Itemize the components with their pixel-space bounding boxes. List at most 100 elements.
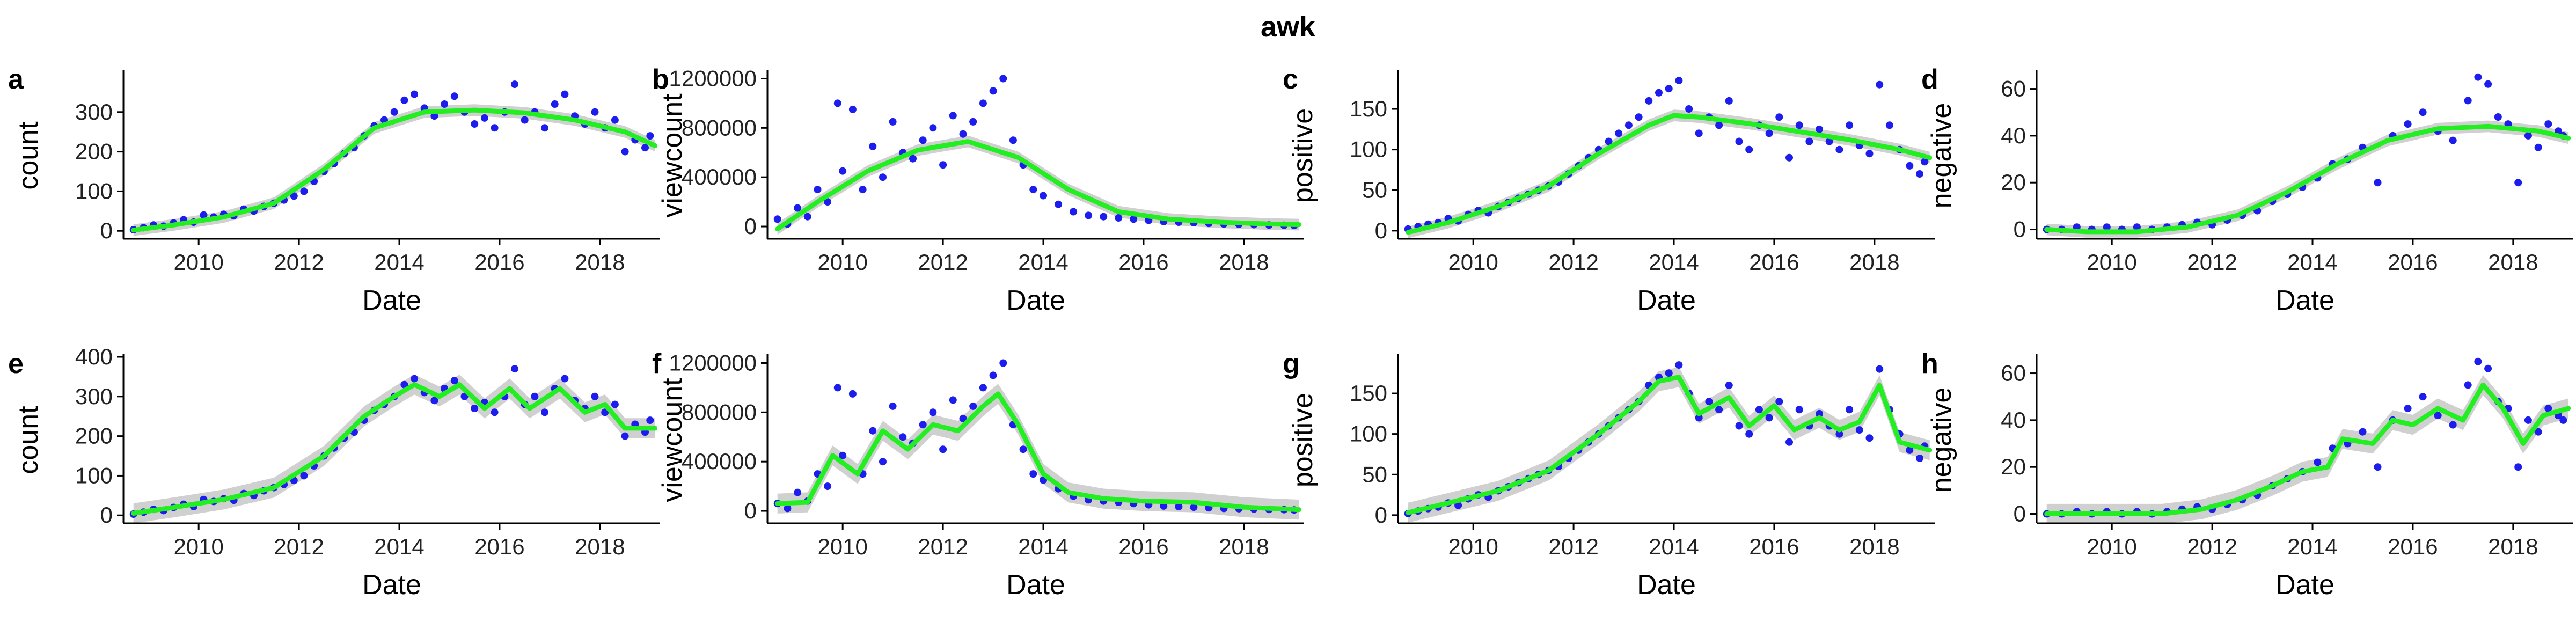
- data-point: [1454, 501, 1462, 509]
- data-point: [999, 75, 1007, 83]
- data-point: [1655, 89, 1663, 97]
- data-point: [1755, 406, 1763, 414]
- y-tick-label: 100: [1350, 421, 1387, 447]
- data-point: [939, 445, 947, 453]
- data-point: [511, 80, 518, 89]
- y-tick-label: 1200000: [669, 65, 757, 91]
- x-tick-label: 2014: [1649, 534, 1699, 559]
- data-point: [929, 124, 937, 132]
- data-point: [999, 359, 1007, 367]
- data-point: [2434, 412, 2442, 420]
- y-tick-label: 200: [75, 139, 113, 164]
- data-point: [1645, 97, 1653, 105]
- x-tick-label: 2018: [2488, 250, 2538, 275]
- data-point: [471, 120, 479, 128]
- data-point: [2524, 416, 2532, 424]
- y-tick-label: 0: [2014, 501, 2026, 526]
- data-point: [859, 186, 867, 194]
- data-point: [541, 124, 548, 132]
- data-point: [2449, 136, 2457, 144]
- fit-line: [775, 139, 1302, 232]
- x-tick-label: 2010: [173, 250, 223, 275]
- data-point: [641, 144, 649, 152]
- x-tick-label: 2016: [1118, 534, 1168, 559]
- x-tick-label: 2016: [1749, 250, 1799, 275]
- data-point: [2474, 73, 2482, 81]
- x-tick-label: 2016: [1118, 250, 1168, 275]
- panel-label: f: [652, 348, 662, 379]
- data-point: [1665, 85, 1673, 93]
- data-point: [919, 421, 927, 429]
- data-point: [969, 118, 977, 126]
- data-point: [879, 458, 887, 466]
- data-point: [1715, 121, 1723, 129]
- data-point: [1029, 186, 1037, 194]
- data-point: [2474, 357, 2482, 365]
- x-tick-label: 2012: [274, 250, 324, 275]
- data-point: [1846, 406, 1854, 414]
- data-point: [300, 187, 308, 195]
- data-point: [480, 114, 488, 122]
- panel-h: h 2010 2012 2014 2016 2018 0 20 40 60 Date negative: [1921, 348, 2573, 601]
- y-tick-label: 40: [2001, 123, 2026, 148]
- data-point: [2464, 381, 2472, 389]
- x-axis-title: Date: [362, 569, 421, 601]
- data-point: [450, 92, 458, 100]
- x-tick-label: 2010: [817, 250, 867, 275]
- data-point: [794, 204, 802, 212]
- data-point: [824, 198, 832, 206]
- data-point: [1735, 422, 1743, 430]
- data-point: [1635, 113, 1643, 121]
- y-tick-label: 0: [1375, 218, 1387, 243]
- panel-b: b 2010 2012 2014 2016 2018 0 400000 800000 120000…: [652, 64, 1304, 316]
- data-point: [2133, 223, 2141, 231]
- panel-f: f 2010 2012 2014 2016 2018 0 400000 800000 120000…: [652, 348, 1304, 601]
- data-point: [561, 90, 569, 98]
- data-point: [824, 482, 832, 491]
- fit-line: [131, 382, 658, 516]
- y-axis-title: viewcount: [657, 93, 688, 218]
- data-point: [1835, 430, 1843, 438]
- data-point: [1795, 121, 1803, 129]
- data-point: [1785, 438, 1793, 446]
- data-point: [1665, 369, 1673, 377]
- data-point: [2464, 97, 2472, 105]
- data-point: [1055, 200, 1063, 208]
- data-point: [909, 155, 917, 163]
- data-point: [1775, 113, 1783, 121]
- data-point: [2514, 463, 2522, 471]
- data-point: [803, 213, 811, 221]
- panel-a: a 2010 2012 2014 2016 2018 0 100 200 300 Date count: [8, 64, 660, 316]
- panel-label: h: [1921, 348, 1938, 379]
- data-point: [541, 408, 548, 416]
- panel-c: c 2010 2012 2014 2016 2018 0 50 100 150 Date positi…: [1283, 64, 1935, 316]
- x-tick-label: 2012: [1548, 534, 1598, 559]
- data-point: [959, 414, 967, 422]
- x-tick-label: 2010: [1448, 250, 1498, 275]
- y-tick-label: 50: [1362, 177, 1387, 202]
- data-point: [889, 118, 897, 126]
- y-tick-label: 20: [2001, 454, 2026, 479]
- data-point: [919, 136, 927, 144]
- panel-label: c: [1283, 64, 1298, 95]
- x-tick-label: 2016: [2388, 534, 2438, 559]
- data-point: [1019, 445, 1027, 453]
- data-point: [430, 397, 438, 405]
- x-tick-label: 2018: [1219, 250, 1269, 275]
- y-tick-label: 200: [75, 423, 113, 449]
- data-point: [2534, 143, 2542, 151]
- data-point: [1876, 365, 1884, 373]
- x-tick-label: 2018: [575, 534, 625, 559]
- fit-line: [1406, 113, 1933, 235]
- data-point: [1906, 162, 1914, 170]
- y-tick-label: 100: [1350, 137, 1387, 162]
- data-point: [979, 99, 987, 107]
- y-tick-label: 400000: [682, 449, 757, 474]
- data-point: [1040, 192, 1047, 200]
- data-point: [1715, 406, 1723, 414]
- data-point: [390, 108, 398, 116]
- data-point: [2359, 428, 2367, 436]
- x-tick-label: 2016: [474, 534, 524, 559]
- data-point: [1876, 80, 1884, 89]
- data-point: [794, 488, 802, 496]
